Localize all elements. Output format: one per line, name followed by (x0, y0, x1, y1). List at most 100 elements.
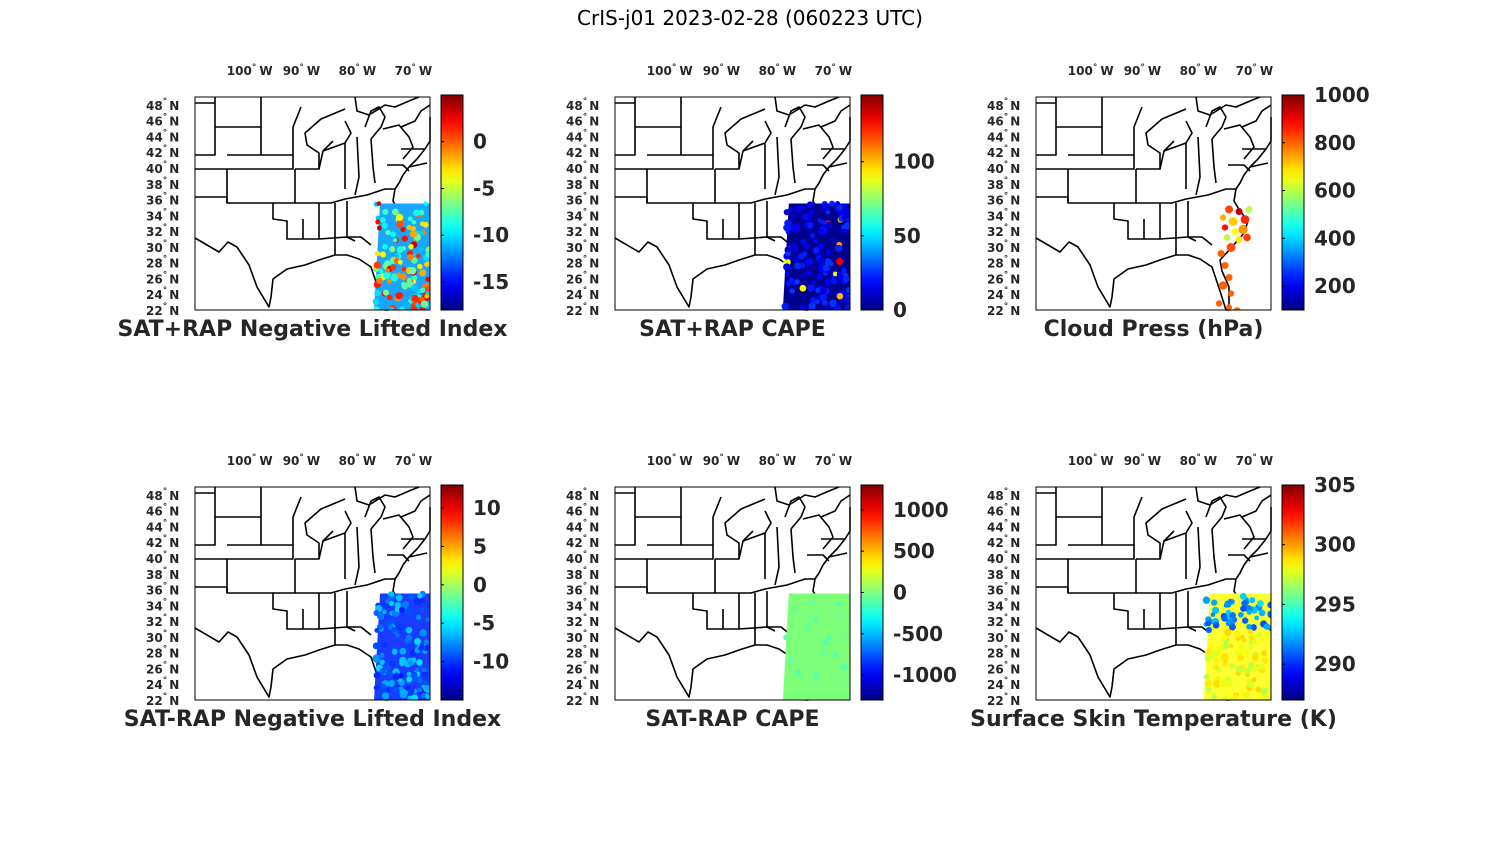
swath-point (781, 302, 789, 310)
swath-point (807, 285, 814, 292)
swath-point (811, 280, 817, 286)
swath-point (1230, 696, 1236, 700)
swath-point (398, 673, 404, 679)
swath-point (822, 264, 830, 272)
swath-point (1224, 628, 1232, 637)
state-boundaries (1035, 486, 1272, 701)
swath-point (799, 284, 807, 292)
swath-point (1221, 634, 1228, 641)
swath-point (1248, 634, 1255, 641)
state-border (195, 487, 216, 546)
lat-tick-label: 36° N (566, 192, 599, 208)
swath-point (408, 608, 415, 615)
lat-tick-label: 28° N (146, 645, 179, 661)
swath-point (1210, 652, 1216, 658)
state-border (722, 591, 792, 645)
swath-point (408, 266, 417, 275)
state-border (615, 544, 714, 560)
swath-point (381, 222, 388, 229)
swath-point (789, 288, 795, 294)
swath-point (372, 642, 380, 650)
swath-point (1228, 643, 1234, 649)
swath-point (1212, 664, 1219, 671)
swath-point (391, 626, 398, 633)
swath-point (816, 273, 824, 280)
swath-point (824, 258, 832, 266)
swath-point (1223, 642, 1230, 650)
swath-point (417, 246, 424, 254)
cloud-point (1215, 300, 1223, 307)
state-border (615, 492, 851, 518)
swath-point (1226, 680, 1233, 687)
swath-point (376, 277, 383, 284)
swath-point (1243, 651, 1250, 657)
lat-tick-label: 46° N (566, 113, 599, 129)
swath-point (836, 611, 844, 619)
swath-point (1246, 609, 1252, 615)
swath-point (425, 250, 430, 258)
state-border (615, 97, 636, 156)
swath-point (1241, 617, 1249, 624)
state-border (1036, 97, 1057, 156)
state-border (724, 108, 772, 169)
swath-point (1237, 612, 1244, 618)
swath-point (824, 278, 832, 286)
swath-data (1202, 592, 1271, 700)
swath-point (411, 219, 417, 225)
lon-tick-label: 70° W (395, 453, 432, 468)
cloud-point (1218, 281, 1228, 290)
swath-point (1256, 600, 1264, 608)
lat-tick-label: 48° N (987, 487, 1020, 503)
swath-point (401, 266, 407, 272)
swath-point (1229, 623, 1236, 631)
swath-point (399, 306, 405, 310)
colorbar-tick-label: 0 (893, 581, 907, 605)
lat-tick-label: 32° N (566, 223, 599, 239)
state-border (615, 487, 636, 546)
swath-point (374, 628, 380, 633)
lat-tick-label: 36° N (987, 192, 1020, 208)
swath-point (794, 262, 801, 270)
state-border (1136, 188, 1236, 204)
lat-tick-label: 38° N (566, 176, 599, 192)
lat-tick-label: 34° N (566, 207, 599, 223)
swath-point (420, 693, 426, 698)
lat-tick-label: 40° N (987, 160, 1020, 176)
swath-point (794, 279, 800, 285)
colorbar (440, 94, 464, 311)
lat-tick-label: 24° N (146, 286, 179, 302)
swath-point (413, 209, 420, 217)
swath-point (804, 622, 813, 630)
swath-point (388, 600, 395, 607)
lat-tick-label: 38° N (566, 566, 599, 582)
colorbar-tick-label: 300 (1314, 533, 1356, 557)
swath-point (400, 226, 406, 233)
lat-tick-label: 26° N (566, 660, 599, 676)
state-border (715, 578, 815, 594)
swath-point (384, 687, 390, 693)
lat-tick-label: 44° N (566, 128, 599, 144)
swath-point (808, 598, 817, 606)
swath-point (384, 619, 391, 626)
lat-tick-label: 46° N (146, 113, 179, 129)
swath-point (1217, 667, 1223, 673)
swath-point (795, 669, 801, 676)
swath-point (406, 684, 412, 689)
swath-point (399, 690, 408, 699)
swath-point (419, 296, 425, 302)
swath-point (415, 253, 421, 259)
swath-point (398, 606, 405, 613)
lat-tick-label: 44° N (146, 518, 179, 534)
swath-point (1205, 686, 1212, 693)
swath-point (382, 642, 388, 648)
swath-point (408, 243, 414, 250)
swath-point (844, 304, 850, 310)
state-border (1133, 106, 1175, 170)
swath-point (382, 208, 389, 215)
swath-point (825, 305, 831, 310)
lat-tick-label: 42° N (146, 144, 179, 160)
swath-point (1267, 601, 1271, 609)
swath-point (802, 213, 810, 221)
lat-tick-label: 48° N (146, 487, 179, 503)
state-border (195, 97, 216, 156)
